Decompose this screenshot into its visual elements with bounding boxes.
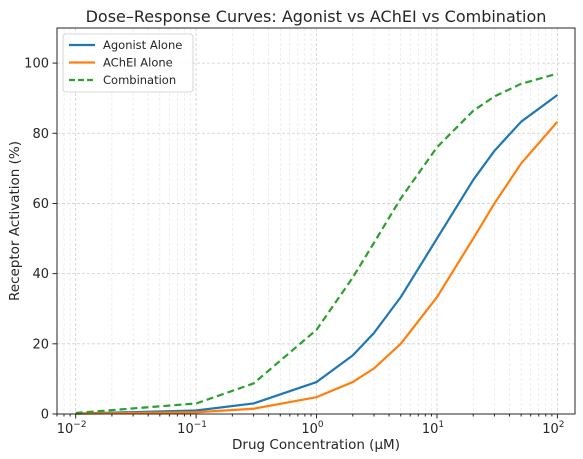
x-tick-label: 10−1 xyxy=(177,420,207,437)
series-line-combination xyxy=(75,72,558,415)
series-line-agonist-alone xyxy=(75,94,559,415)
y-tick-label: 20 xyxy=(32,337,49,352)
legend-box xyxy=(62,33,194,93)
grid xyxy=(56,28,575,415)
legend-label: Combination xyxy=(103,73,176,87)
y-tick-label: 60 xyxy=(32,197,49,212)
x-tick-label: 10−2 xyxy=(57,420,87,437)
x-tick-label: 100 xyxy=(301,420,324,437)
series-line-achei-alone xyxy=(75,120,559,415)
y-tick-label: 0 xyxy=(41,408,49,423)
y-tick-label: 40 xyxy=(32,267,49,282)
plot-frame xyxy=(56,27,576,415)
series-lines xyxy=(75,72,559,415)
y-tick-label: 80 xyxy=(32,127,49,142)
chart-title: Dose–Response Curves: Agonist vs AChEI v… xyxy=(86,7,547,26)
y-tick-label: 100 xyxy=(24,57,49,72)
tick-labels: 10−2 10−1 100 101 102 0 20 40 60 80 100 xyxy=(24,57,564,437)
legend: Agonist Alone AChEI Alone Combination xyxy=(62,33,194,93)
x-tick-label: 102 xyxy=(542,420,564,437)
legend-label: AChEI Alone xyxy=(103,56,173,70)
axes xyxy=(52,27,576,419)
legend-label: Agonist Alone xyxy=(103,38,182,52)
y-axis-label: Receptor Activation (%) xyxy=(7,141,23,301)
x-tick-label: 101 xyxy=(422,420,444,437)
x-axis-label: Drug Concentration (µM) xyxy=(232,437,400,453)
